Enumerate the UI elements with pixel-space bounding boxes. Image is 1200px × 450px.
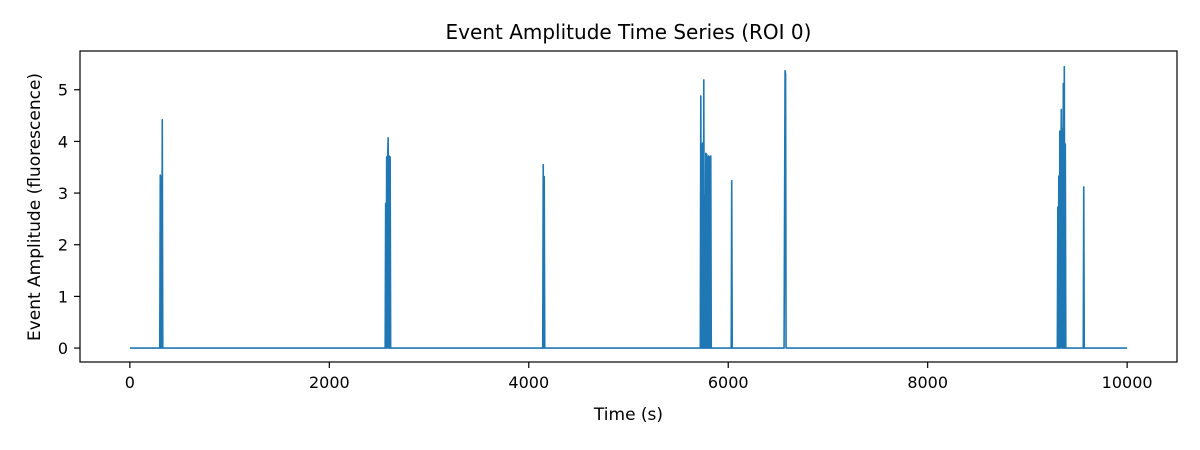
x-tick-label: 0 [125,373,135,392]
y-tick-label: 2 [58,236,68,255]
y-tick-label: 0 [58,339,68,358]
x-tick-label: 6000 [708,373,749,392]
x-tick-label: 2000 [309,373,350,392]
plot-frame [79,50,1178,363]
y-tick-label: 3 [58,184,68,203]
x-tick-label: 10000 [1102,373,1153,392]
y-tick-label: 1 [58,287,68,306]
chart-title: Event Amplitude Time Series (ROI 0) [446,20,812,44]
x-tick-label: 8000 [907,373,948,392]
y-axis-label: Event Amplitude (fluorescence) [25,73,45,341]
series-line-0 [129,65,1128,349]
y-tick-label: 4 [58,132,68,151]
y-tick-label: 5 [58,81,68,100]
x-tick-label: 4000 [508,373,549,392]
x-axis-label: Time (s) [593,405,663,425]
